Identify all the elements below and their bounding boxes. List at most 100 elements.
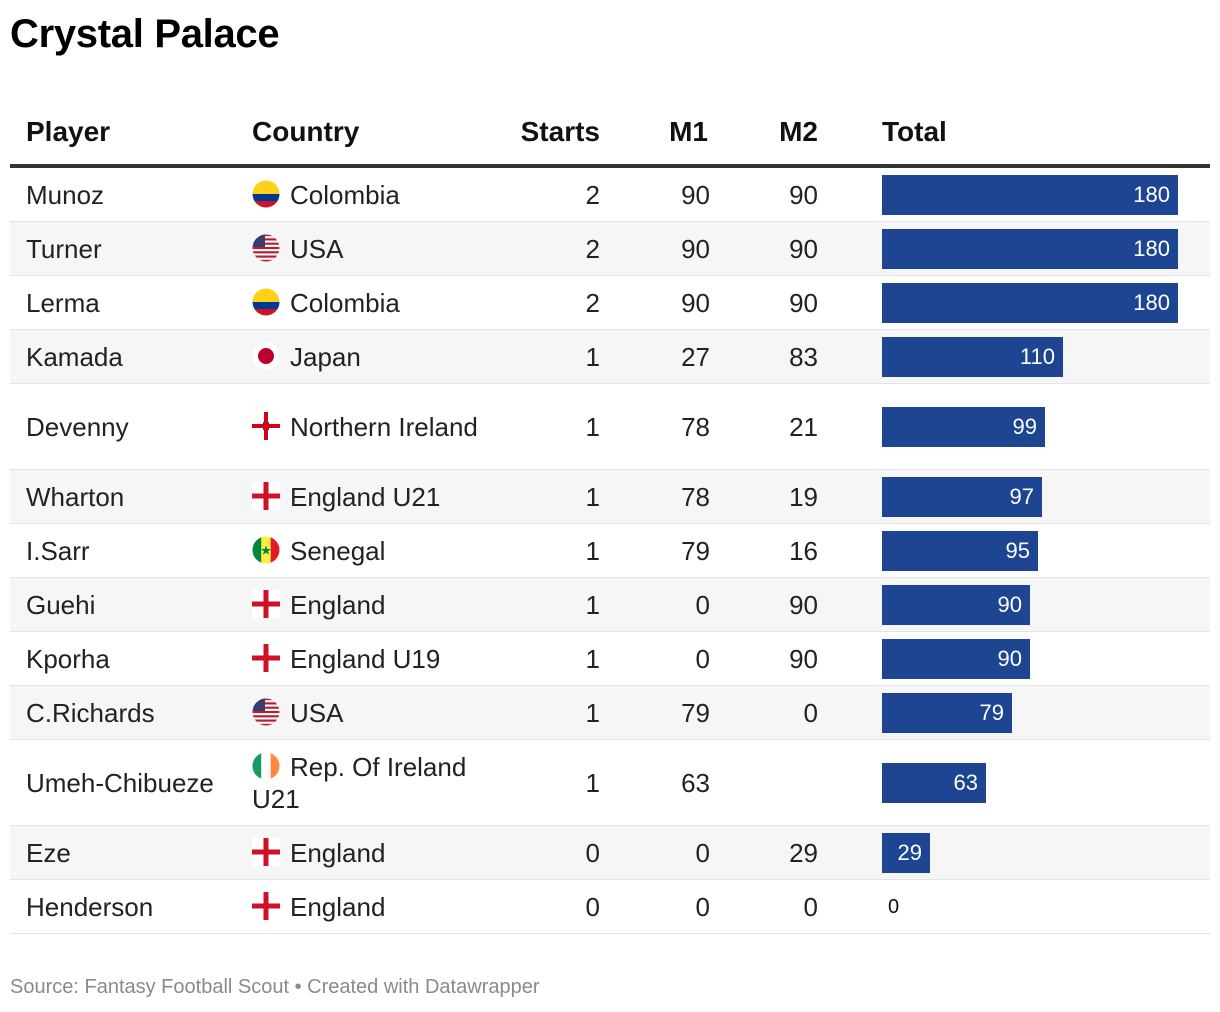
player-cell-text: Munoz (26, 179, 105, 210)
country-text: England U21 (290, 481, 441, 512)
m1-cell: 78 (610, 384, 710, 469)
m1-cell-text: 27 (681, 341, 710, 372)
starts-cell: 1 (500, 632, 600, 685)
data-table: Player Country Starts M1 M2 Total Munoz C… (10, 106, 1210, 934)
player-cell-text: Henderson (26, 891, 154, 922)
country-text: Northern Ireland (290, 411, 478, 442)
country-text: Rep. Of Ireland U21 (252, 751, 467, 814)
total-cell: 97 (882, 470, 1202, 523)
m1-cell: 90 (610, 222, 710, 275)
usa-flag-icon (252, 698, 280, 726)
player-cell: Munoz (26, 168, 246, 221)
usa-flag-icon (252, 234, 280, 262)
player-cell: Devenny (26, 384, 246, 469)
table-row: Eze England 0 0 29 29 (10, 826, 1210, 880)
senegal-flag-icon (252, 536, 280, 564)
player-cell: Guehi (26, 578, 246, 631)
table-header: Player Country Starts M1 M2 Total (10, 106, 1210, 168)
m2-cell-text: 0 (803, 891, 818, 922)
starts-cell: 0 (500, 880, 600, 933)
table-row: Kporha England U19 1 0 90 90 (10, 632, 1210, 686)
country-cell: England (252, 826, 482, 879)
country-text: Colombia (290, 287, 400, 318)
m1-cell: 79 (610, 524, 710, 577)
country-cell: Senegal (252, 524, 482, 577)
player-cell: Eze (26, 826, 246, 879)
header-m2: M2 (779, 116, 818, 147)
starts-cell-text: 1 (585, 643, 600, 674)
starts-cell: 0 (500, 826, 600, 879)
player-cell-text: Lerma (26, 287, 100, 318)
m1-cell: 63 (610, 740, 710, 825)
total-bar: 79 (882, 692, 1012, 733)
total-cell: 63 (882, 740, 1202, 825)
starts-cell: 1 (500, 686, 600, 739)
table-row: Munoz Colombia 2 90 90 180 (10, 168, 1210, 222)
m1-cell-text: 78 (681, 411, 710, 442)
starts-cell-text: 1 (585, 341, 600, 372)
country-text: Japan (290, 341, 361, 372)
player-cell-text: Umeh-Chibueze (26, 767, 214, 798)
player-cell: Lerma (26, 276, 246, 329)
england-flag-icon (252, 891, 280, 920)
m1-cell: 90 (610, 168, 710, 221)
total-value-label: 90 (997, 591, 1022, 617)
m2-cell: 90 (718, 168, 818, 221)
header-starts: Starts (520, 116, 600, 147)
m1-cell: 0 (610, 632, 710, 685)
starts-cell: 2 (500, 276, 600, 329)
m2-cell-text: 90 (789, 233, 818, 264)
england-flag-icon (252, 481, 280, 510)
england-flag-icon (252, 589, 280, 618)
m1-cell: 78 (610, 470, 710, 523)
table-row: Henderson England 0 0 0 0 (10, 880, 1210, 934)
total-bar: 29 (882, 832, 930, 873)
m2-cell: 16 (718, 524, 818, 577)
header-player: Player (26, 116, 111, 147)
starts-cell-text: 1 (585, 767, 600, 798)
country-cell: USA (252, 222, 482, 275)
m2-cell-text: 19 (789, 481, 818, 512)
country-text: USA (290, 697, 344, 728)
country-text: USA (290, 233, 344, 264)
country-cell: Japan (252, 330, 482, 383)
total-value-label: 63 (953, 769, 978, 795)
total-bar: 180 (882, 282, 1178, 323)
chart-title: Crystal Palace (10, 12, 280, 56)
total-bar: 97 (882, 476, 1042, 517)
player-cell-text: Devenny (26, 411, 129, 442)
table-row: Turner USA 2 90 90 180 (10, 222, 1210, 276)
total-value-label: 79 (979, 699, 1004, 725)
total-value-label: 99 (1012, 413, 1037, 439)
total-value-label: 110 (1019, 343, 1055, 369)
table-row: C.Richards USA 1 79 0 79 (10, 686, 1210, 740)
country-text: Colombia (290, 179, 400, 210)
total-value-label: 29 (897, 839, 922, 865)
table-row: I.Sarr Senegal 1 79 16 95 (10, 524, 1210, 578)
total-bar: 95 (882, 530, 1038, 571)
m2-cell: 21 (718, 384, 818, 469)
m2-cell-text: 90 (789, 589, 818, 620)
m1-cell-text: 79 (681, 535, 710, 566)
m1-cell: 0 (610, 578, 710, 631)
country-cell: USA (252, 686, 482, 739)
starts-cell: 1 (500, 470, 600, 523)
starts-cell: 2 (500, 222, 600, 275)
total-value-label: 90 (997, 645, 1022, 671)
colombia-flag-icon (252, 180, 280, 208)
header-m1: M1 (669, 116, 708, 147)
m1-cell-text: 79 (681, 697, 710, 728)
m2-cell-text: 90 (789, 179, 818, 210)
table-row: Guehi England 1 0 90 90 (10, 578, 1210, 632)
player-cell: Umeh-Chibueze (26, 740, 246, 825)
total-cell: 99 (882, 384, 1202, 469)
total-bar: 180 (882, 228, 1178, 269)
table-body: Munoz Colombia 2 90 90 180 Turner USA 2 90 90 180 Le… (10, 168, 1210, 934)
colombia-flag-icon (252, 288, 280, 316)
player-cell: I.Sarr (26, 524, 246, 577)
starts-cell: 1 (500, 578, 600, 631)
england-flag-icon (252, 643, 280, 672)
country-cell: Colombia (252, 276, 482, 329)
player-cell-text: Eze (26, 837, 71, 868)
total-cell: 180 (882, 168, 1202, 221)
